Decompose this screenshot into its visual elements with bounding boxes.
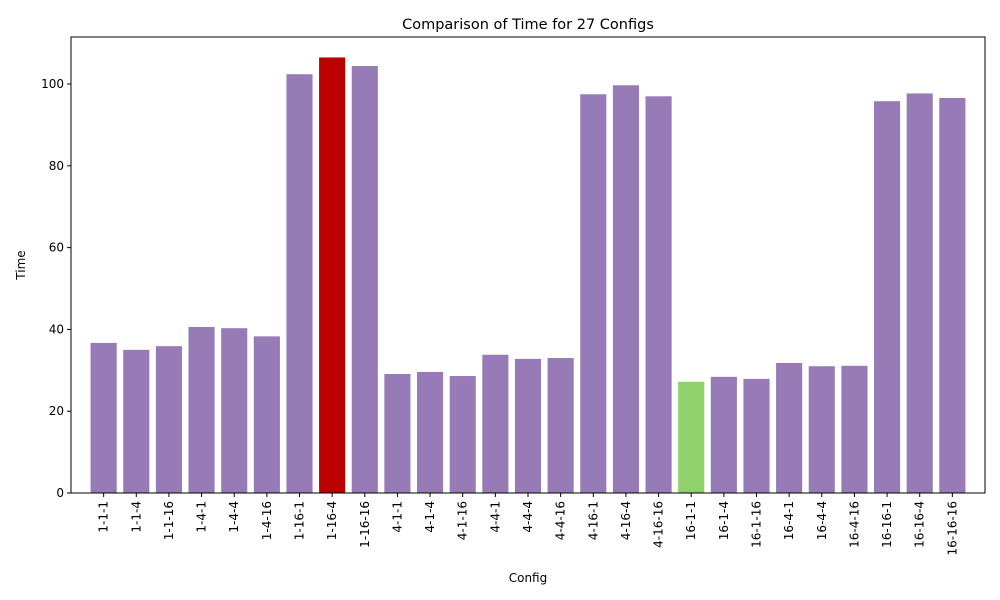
- x-axis-title: Config: [509, 571, 548, 585]
- x-tick-label: 16-1-1: [684, 501, 698, 540]
- x-tick-label: 1-16-1: [293, 501, 307, 540]
- y-tick-label: 40: [49, 322, 64, 336]
- y-axis: 0 20 40 60 80 100: [41, 77, 71, 500]
- bar-1-1-4: [123, 349, 150, 493]
- x-tick-label: 16-4-4: [815, 501, 829, 540]
- y-tick-label: 100: [41, 77, 64, 91]
- y-axis-title: Time: [14, 250, 28, 280]
- x-tick-label: 1-4-1: [195, 501, 209, 533]
- bar-16-1-4: [710, 376, 737, 493]
- bar-16-1-1: [678, 381, 705, 493]
- bar-1-1-1: [90, 342, 117, 493]
- x-tick-label: 16-16-1: [880, 501, 894, 548]
- x-tick-label: 1-1-1: [97, 501, 111, 533]
- bar-1-4-16: [253, 336, 280, 493]
- x-tick-label: 4-1-4: [423, 501, 437, 533]
- plot-frame: [70, 36, 986, 494]
- chart-title: Comparison of Time for 27 Configs: [402, 17, 654, 33]
- y-tick-label: 20: [49, 404, 64, 418]
- bar-1-16-1: [286, 74, 313, 493]
- bar-16-4-1: [776, 362, 803, 493]
- x-tick-label: 4-4-1: [488, 501, 502, 533]
- x-tick-label: 4-4-16: [554, 501, 568, 540]
- x-tick-label: 1-4-16: [260, 501, 274, 540]
- x-tick-label: 4-1-16: [456, 501, 470, 540]
- bar-16-16-4: [906, 93, 933, 493]
- bar-4-4-4: [514, 358, 542, 493]
- bar-4-4-16: [547, 358, 574, 493]
- bar-16-1-16: [743, 378, 770, 493]
- x-tick-label: 4-4-4: [521, 501, 535, 533]
- bar-4-16-4: [612, 85, 639, 493]
- bar-1-16-16: [351, 66, 378, 493]
- x-tick-label: 16-4-16: [847, 501, 861, 548]
- bar-4-16-1: [580, 94, 607, 493]
- bar-1-4-4: [221, 328, 248, 493]
- bar-16-4-4: [808, 366, 835, 493]
- bar-16-16-1: [874, 101, 901, 494]
- x-tick-label: 16-4-1: [782, 501, 796, 540]
- y-tick-label: 80: [49, 159, 64, 173]
- bar-4-1-16: [449, 376, 476, 493]
- bar-4-4-1: [482, 354, 509, 493]
- bar-16-4-16: [841, 365, 868, 493]
- y-tick-label: 60: [49, 241, 64, 255]
- bar-4-1-1: [384, 373, 411, 493]
- x-tick-label: 4-16-4: [619, 501, 633, 540]
- x-axis: 1-1-1 1-1-4 1-1-16 1-4-1 1-4-4 1-4-16 1-16-1 1-…: [97, 493, 959, 555]
- x-tick-label: 16-1-4: [717, 501, 731, 540]
- x-tick-label: 1-1-4: [129, 501, 143, 533]
- bar-4-16-16: [645, 96, 672, 494]
- x-tick-label: 16-1-16: [750, 501, 764, 548]
- x-tick-label: 16-16-4: [913, 501, 927, 548]
- x-tick-label: 1-16-4: [325, 501, 339, 540]
- bar-1-16-4: [319, 57, 346, 493]
- x-tick-label: 1-4-4: [227, 501, 241, 533]
- x-tick-label: 16-16-16: [945, 501, 959, 555]
- bar-4-1-4: [417, 371, 444, 493]
- bar-1-1-16: [155, 346, 182, 493]
- x-tick-label: 1-16-16: [358, 501, 372, 548]
- bar-1-4-1: [188, 326, 215, 493]
- x-tick-label: 4-1-1: [390, 501, 404, 533]
- x-tick-label: 4-16-1: [586, 501, 600, 540]
- x-tick-label: 1-1-16: [162, 501, 176, 540]
- x-tick-label: 4-16-16: [652, 501, 666, 548]
- bar-16-16-16: [939, 97, 966, 493]
- y-tick-label: 0: [56, 486, 64, 500]
- bars-group: [90, 57, 966, 494]
